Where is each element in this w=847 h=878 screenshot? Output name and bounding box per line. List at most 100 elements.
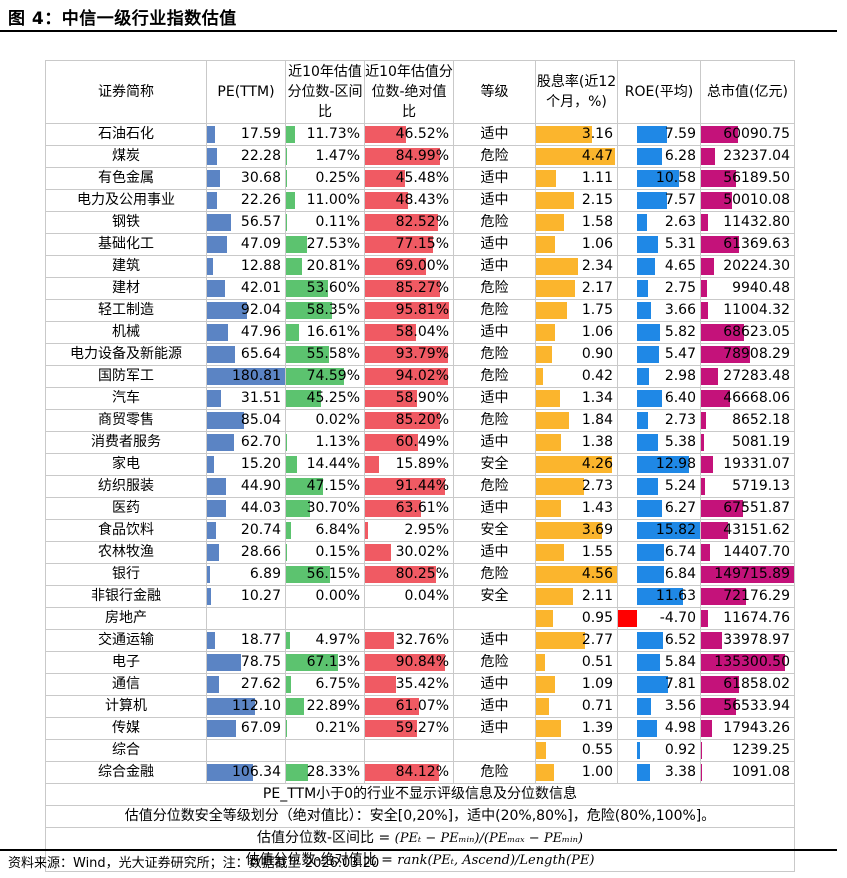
roe-value: 2.75 [664,280,696,296]
dividend-bar [536,324,555,341]
market-cap-bar [701,302,708,319]
market-cap-value: 19331.07 [723,456,790,472]
figure-title: 图 4：中信一级行业指数估值 [8,9,237,29]
roe-cell: 7.81 [617,673,701,696]
market-cap-bar [701,390,730,407]
pe-bar-wrap: 22.26 [207,191,285,211]
grade-cell: 适中 [453,123,536,146]
abs-pct-bar [365,170,406,187]
pe-cell: 22.26 [206,189,286,212]
abs-pct-bar-wrap: 35.42% [365,675,453,695]
market-cap-cell: 78908.29 [700,343,795,366]
market-cap-bar-wrap: 14407.70 [701,543,794,563]
roe-bar-wrap: 6.52 [619,631,700,651]
dividend-bar [536,214,565,231]
roe-value: 3.56 [664,698,696,714]
pe-cell: 18.77 [206,629,286,652]
dividend-bar-wrap: 2.77 [536,631,617,651]
dividend-cell: 1.11 [535,167,618,190]
grade-cell: 安全 [453,453,536,476]
market-cap-cell: 5081.19 [700,431,795,454]
roe-cell: 5.31 [617,233,701,256]
market-cap-cell: 61858.02 [700,673,795,696]
dividend-cell: 0.55 [535,739,618,762]
grade-cell: 适中 [453,321,536,344]
abs-formula-label: 估值分位数-绝对值比 = [245,852,393,868]
roe-value: 3.66 [664,302,696,318]
pe-bar [207,148,217,165]
range-pct-value: 6.75% [315,676,360,692]
market-cap-value: 56189.50 [723,170,790,186]
grade-cell: 适中 [453,629,536,652]
abs-pct-value: 90.84% [395,654,449,670]
roe-value: 12.98 [655,456,696,472]
industry-name: 通信 [45,673,207,696]
abs-pct-value: 58.04% [395,324,449,340]
dividend-cell: 4.56 [535,563,618,586]
abs-pct-value: 84.99% [395,148,449,164]
range-pct-cell: 22.89% [285,695,365,718]
pe-cell: 47.09 [206,233,286,256]
roe-bar-wrap: 2.75 [619,279,700,299]
dividend-bar-wrap: 1.58 [536,213,617,233]
table-row: 建材 42.01 53.60% 85.27% 危险 2.17 2.75 9940.48 [45,277,795,300]
range-pct-cell: 6.84% [285,519,365,542]
market-cap-bar-wrap: 23237.04 [701,147,794,167]
dividend-bar [536,632,586,649]
abs-pct-bar-wrap: 69.00% [365,257,453,277]
roe-bar [636,192,667,209]
pe-value: 42.01 [240,280,281,296]
dividend-bar [536,676,556,693]
roe-cell: 6.84 [617,563,701,586]
abs-pct-cell: 69.00% [364,255,454,278]
market-cap-value: 61369.63 [723,236,790,252]
abs-pct-cell: 35.42% [364,673,454,696]
table-row: 钢铁 56.57 0.11% 82.52% 危险 1.58 2.63 11432.80 [45,211,795,234]
dividend-bar [536,236,555,253]
industry-name: 国防军工 [45,365,207,388]
dividend-bar [536,170,556,187]
abs-pct-cell: 84.99% [364,145,454,168]
dividend-bar-wrap: 0.55 [536,741,617,761]
abs-pct-bar-wrap: 90.84% [365,653,453,673]
roe-cell: 7.57 [617,189,701,212]
dividend-cell: 2.15 [535,189,618,212]
dividend-cell: 0.95 [535,607,618,630]
abs-pct-bar [365,236,433,253]
roe-cell: 4.98 [617,717,701,740]
roe-bar-wrap: 7.57 [619,191,700,211]
pe-cell: 10.27 [206,585,286,608]
roe-value: 6.84 [664,566,696,582]
range-pct-cell: 58.35% [285,299,365,322]
roe-bar-wrap: 11.63 [619,587,700,607]
abs-pct-cell: 91.44% [364,475,454,498]
pe-bar [207,126,215,143]
market-cap-cell: 60090.75 [700,123,795,146]
note-negative-pe: PE_TTM小于0的行业不显示评级信息及分位数信息 [45,783,795,806]
pe-bar-wrap: 31.51 [207,389,285,409]
pe-cell: 65.64 [206,343,286,366]
roe-bar [636,390,663,407]
dividend-cell: 1.06 [535,233,618,256]
pe-cell [206,607,286,630]
roe-value: 6.40 [664,390,696,406]
market-cap-bar [701,192,733,209]
roe-bar-wrap: 12.98 [619,455,700,475]
table-row: 机械 47.96 16.61% 58.04% 适中 1.06 5.82 68623.05 [45,321,795,344]
grade-cell: 适中 [453,673,536,696]
industry-name: 家电 [45,453,207,476]
header-roe: ROE(平均) [617,60,701,124]
industry-name: 电子 [45,651,207,674]
abs-pct-value: 0.04% [404,588,449,604]
note-row: 估值分位数-绝对值比 = rank(PEₜ, Ascend)/Length(PE… [45,849,795,872]
market-cap-bar-wrap: 46668.06 [701,389,794,409]
grade-cell: 危险 [453,409,536,432]
abs-pct-bar-wrap: 94.02% [365,367,453,387]
pe-cell: 12.88 [206,255,286,278]
dividend-bar-wrap: 1.11 [536,169,617,189]
dividend-bar [536,126,593,143]
abs-pct-bar-wrap: 58.90% [365,389,453,409]
dividend-bar-wrap: 1.38 [536,433,617,453]
roe-bar-wrap: 4.65 [619,257,700,277]
market-cap-bar [701,522,728,539]
